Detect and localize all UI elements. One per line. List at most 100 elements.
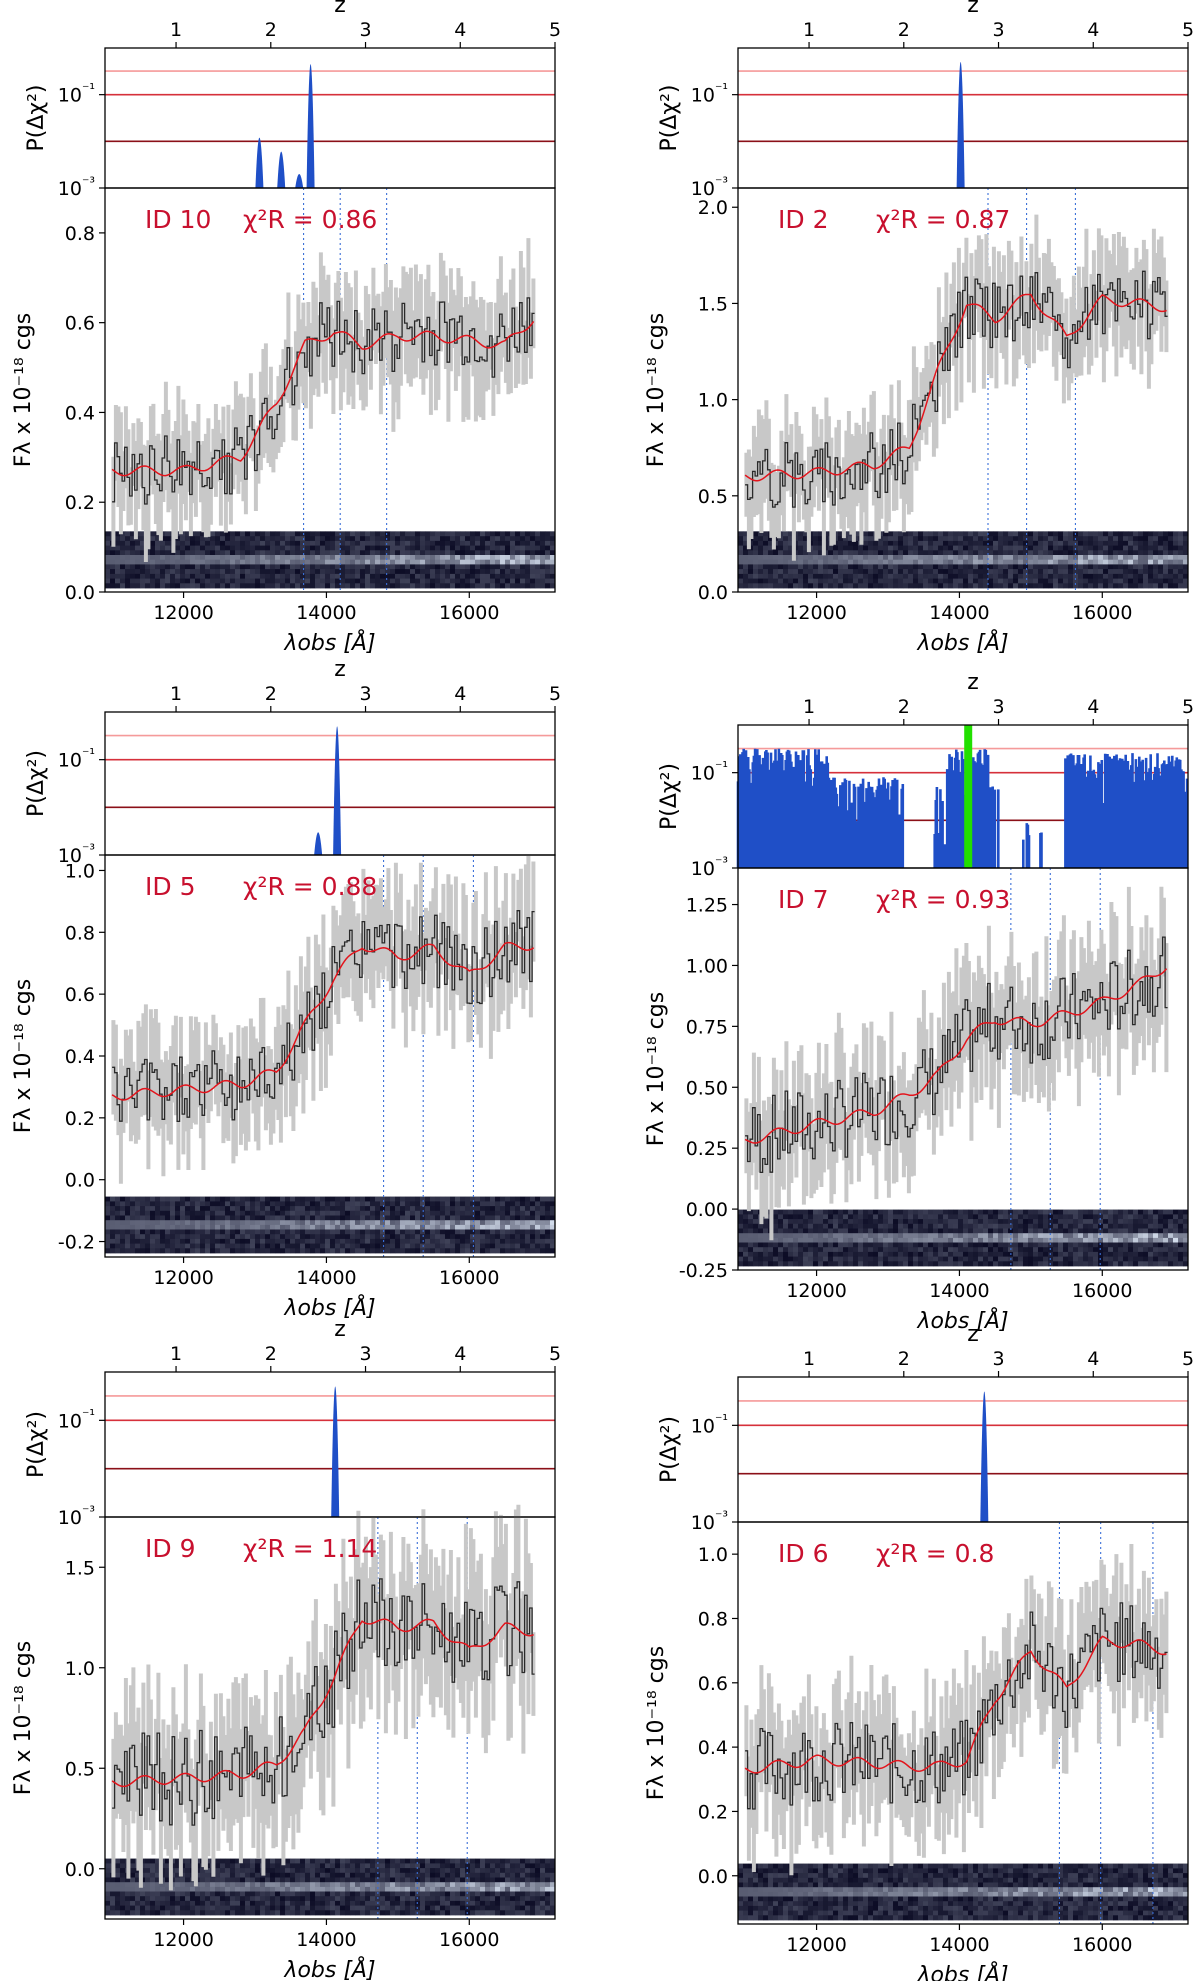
spectrum-2d-pixel (440, 1196, 446, 1202)
spectrum-2d-pixel (1038, 540, 1044, 547)
spectrum-2d-pixel (315, 564, 321, 570)
spectrum-2d-pixel (480, 573, 486, 580)
spectrum-2d-pixel (748, 583, 754, 589)
spectrum-2d-pixel (948, 569, 954, 575)
spectrum-2d-pixel (768, 569, 774, 575)
spectrum-2d-pixel (1023, 1261, 1029, 1267)
spectrum-2d-pixel (1108, 1223, 1114, 1229)
spectrum-2d-pixel (180, 1215, 186, 1221)
spectrum-2d-pixel (918, 569, 924, 575)
spectrum-2d-pixel (120, 1229, 126, 1235)
spectrum-2d-pixel (460, 1243, 466, 1249)
spectrum-2d-pixel (240, 540, 246, 547)
spectrum-2d-pixel (1113, 545, 1119, 551)
spectrum-2d-pixel (130, 1882, 136, 1888)
spectrum-2d-pixel (1043, 583, 1049, 589)
spectrum-2d-pixel (933, 564, 939, 570)
spectrum-2d-pixel (1098, 536, 1104, 542)
spectrum-2d-pixel (510, 531, 516, 537)
spectrum-2d-pixel (1148, 1209, 1154, 1215)
spectrum-2d-pixel (993, 1223, 999, 1229)
spectrum-2d-pixel (763, 536, 769, 542)
spectrum-2d-pixel (1143, 1209, 1149, 1215)
spectrum-2d-pixel (135, 1243, 141, 1249)
spectrum-2d-pixel (255, 1891, 261, 1897)
spectrum-2d-pixel (230, 545, 236, 551)
spectrum-2d-pixel (1178, 1261, 1184, 1267)
spectrum-2d-pixel (150, 1882, 156, 1888)
spectrum-2d-pixel (380, 1215, 386, 1221)
spectrum-2d-pixel (968, 569, 974, 575)
spectrum-2d-pixel (1083, 573, 1089, 580)
spectrum-2d-pixel (758, 531, 764, 537)
spectrum-2d-pixel (918, 578, 924, 584)
spectrum-2d-pixel (115, 569, 121, 575)
spectrum-2d-pixel (145, 1882, 151, 1888)
spectrum-2d-pixel (793, 559, 799, 565)
spectrum-2d-pixel (250, 1206, 256, 1212)
spectrum-2d-pixel (1123, 1214, 1129, 1220)
spectrum-2d-pixel (230, 1886, 236, 1892)
spectrum-2d-pixel (370, 1248, 376, 1254)
spectrum-2d-pixel (375, 1206, 381, 1212)
spectrum-2d-pixel (155, 583, 161, 589)
spectrum-2d-pixel (315, 1206, 321, 1212)
spectrum-2d-pixel (1178, 536, 1184, 542)
spectrum-2d-pixel (1183, 1209, 1189, 1215)
spectrum-2d-pixel (1078, 583, 1084, 589)
spectrum-2d-pixel (495, 1243, 501, 1249)
spectrum-2d-pixel (340, 583, 346, 589)
spectrum-2d-pixel (225, 550, 231, 556)
spectrum-2d-pixel (898, 531, 904, 537)
spectrum-2d-pixel (928, 1228, 934, 1234)
z-axis-label: z (334, 657, 346, 682)
spectrum-2d-pixel (550, 555, 556, 561)
spectrum-2d-pixel (783, 1261, 789, 1267)
spectrum-2d-pixel (225, 1220, 231, 1226)
flux-axis-label: Fλ x 10⁻¹⁸ cgs (644, 992, 669, 1146)
spectrum-2d-pixel (465, 1234, 471, 1240)
spectrum-2d-pixel (410, 1201, 416, 1207)
spectrum-2d-pixel (240, 1224, 246, 1230)
spectrum-2d-pixel (330, 1243, 336, 1249)
spectrum-2d-pixel (215, 1872, 221, 1878)
spectrum-2d-pixel (455, 573, 461, 580)
spectrum-2d-pixel (150, 550, 156, 556)
spectrum-2d-pixel (250, 1910, 256, 1916)
spectrum-2d-pixel (210, 1215, 216, 1221)
spectrum-2d-pixel (150, 583, 156, 589)
spectrum-2d-pixel (758, 569, 764, 575)
spectrum-2d-pixel (270, 1229, 276, 1235)
spectrum-2d-pixel (1073, 1256, 1079, 1262)
spectrum-2d-pixel (938, 540, 944, 547)
spectrum-2d-pixel (773, 564, 779, 570)
spectrum-2d-pixel (903, 545, 909, 551)
spectrum-2d-pixel (998, 540, 1004, 547)
spectrum-2d-pixel (1128, 1214, 1134, 1220)
spectrum-2d-pixel (490, 1215, 496, 1221)
spectrum-2d-pixel (480, 540, 486, 547)
spectrum-2d-pixel (838, 1223, 844, 1229)
spectrum-2d-pixel (1033, 1233, 1039, 1239)
spectrum-2d-pixel (863, 559, 869, 565)
spectrum-2d-pixel (460, 583, 466, 589)
spectrum-2d-pixel (853, 1261, 859, 1267)
spectrum-2d-pixel (355, 540, 361, 547)
spectrum-2d-pixel (863, 550, 869, 556)
spectrum-2d-pixel (858, 1214, 864, 1220)
spectrum-2d-pixel (365, 555, 371, 561)
spectrum-2d-pixel (1043, 1261, 1049, 1267)
spectrum-2d-pixel (520, 1201, 526, 1207)
spectrum-2d-pixel (818, 1242, 824, 1248)
spectrum-2d-pixel (390, 578, 396, 584)
spectrum-2d-pixel (400, 1238, 406, 1244)
spectrum-2d-pixel (998, 1251, 1004, 1257)
spectrum-2d-pixel (430, 1248, 436, 1254)
spectrum-2d-pixel (883, 1247, 889, 1253)
spectrum-2d-pixel (1058, 564, 1064, 570)
wave-axis-label: λobs [Å] (283, 629, 375, 656)
spectrum-2d-pixel (1153, 536, 1159, 542)
spectrum-2d-pixel (863, 555, 869, 561)
spectrum-2d-pixel (255, 1858, 261, 1864)
spectrum-2d-pixel (460, 573, 466, 580)
